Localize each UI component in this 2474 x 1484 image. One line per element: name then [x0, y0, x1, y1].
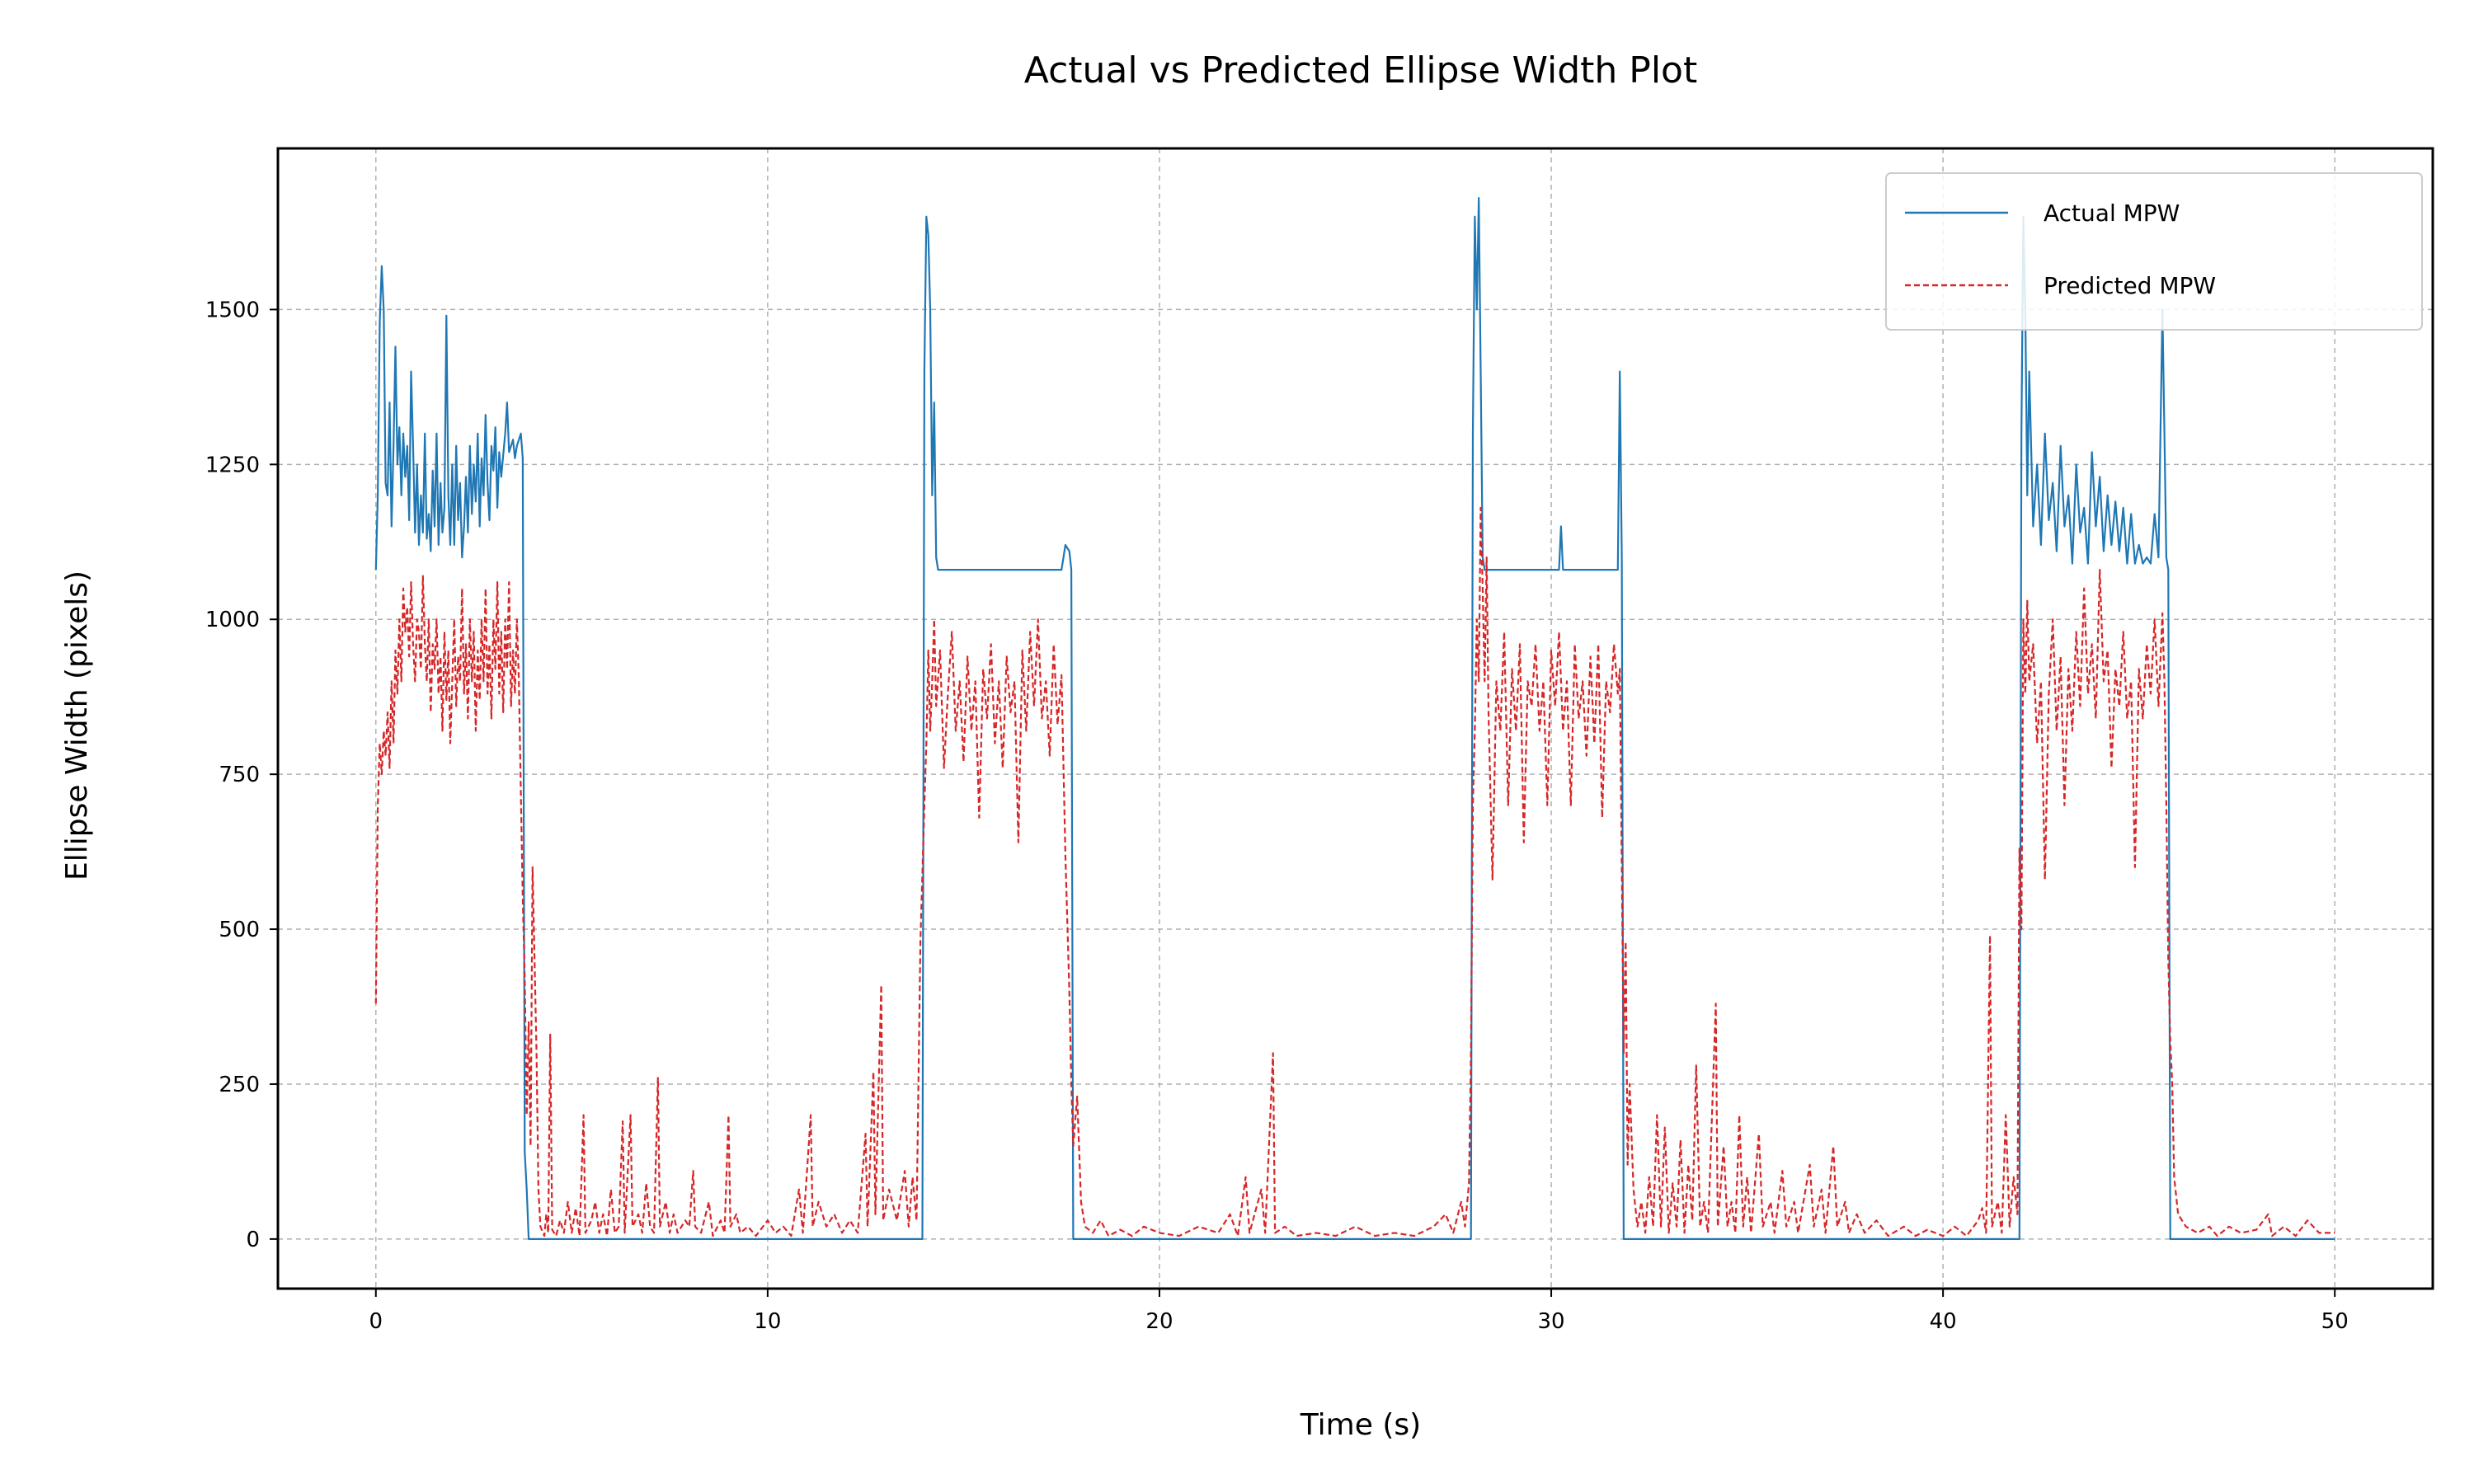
legend-label: Predicted MPW [2044, 272, 2216, 299]
series-predicted-line [374, 506, 2335, 1237]
legend: Actual MPW Predicted MPW [1885, 172, 2423, 331]
x-tick-label: 20 [1145, 1309, 1173, 1334]
series-layer [374, 197, 2335, 1240]
x-tick-label: 40 [1930, 1309, 1957, 1334]
series-actual-line [374, 197, 2335, 1240]
y-tick-label: 1250 [205, 453, 260, 477]
x-tick-label: 30 [1537, 1309, 1564, 1334]
y-tick-label: 0 [246, 1228, 260, 1252]
x-tick-label: 0 [369, 1309, 383, 1334]
legend-box [1885, 172, 2423, 331]
y-axis-label: Ellipse Width (pixels) [60, 571, 94, 881]
x-tick-label: 50 [2321, 1309, 2349, 1334]
y-tick-label: 1500 [205, 298, 260, 322]
x-tick-label: 10 [754, 1309, 781, 1334]
plot-frame [276, 147, 2434, 1290]
legend-label: Actual MPW [2044, 200, 2180, 227]
y-tick-label: 500 [219, 918, 260, 942]
x-axis-label: Time (s) [1300, 1408, 1421, 1442]
y-tick-label: 1000 [205, 608, 260, 632]
y-tick-label: 250 [219, 1073, 260, 1097]
y-tick-label: 750 [219, 763, 260, 787]
chart-title: Actual vs Predicted Ellipse Width Plot [1024, 49, 1697, 92]
